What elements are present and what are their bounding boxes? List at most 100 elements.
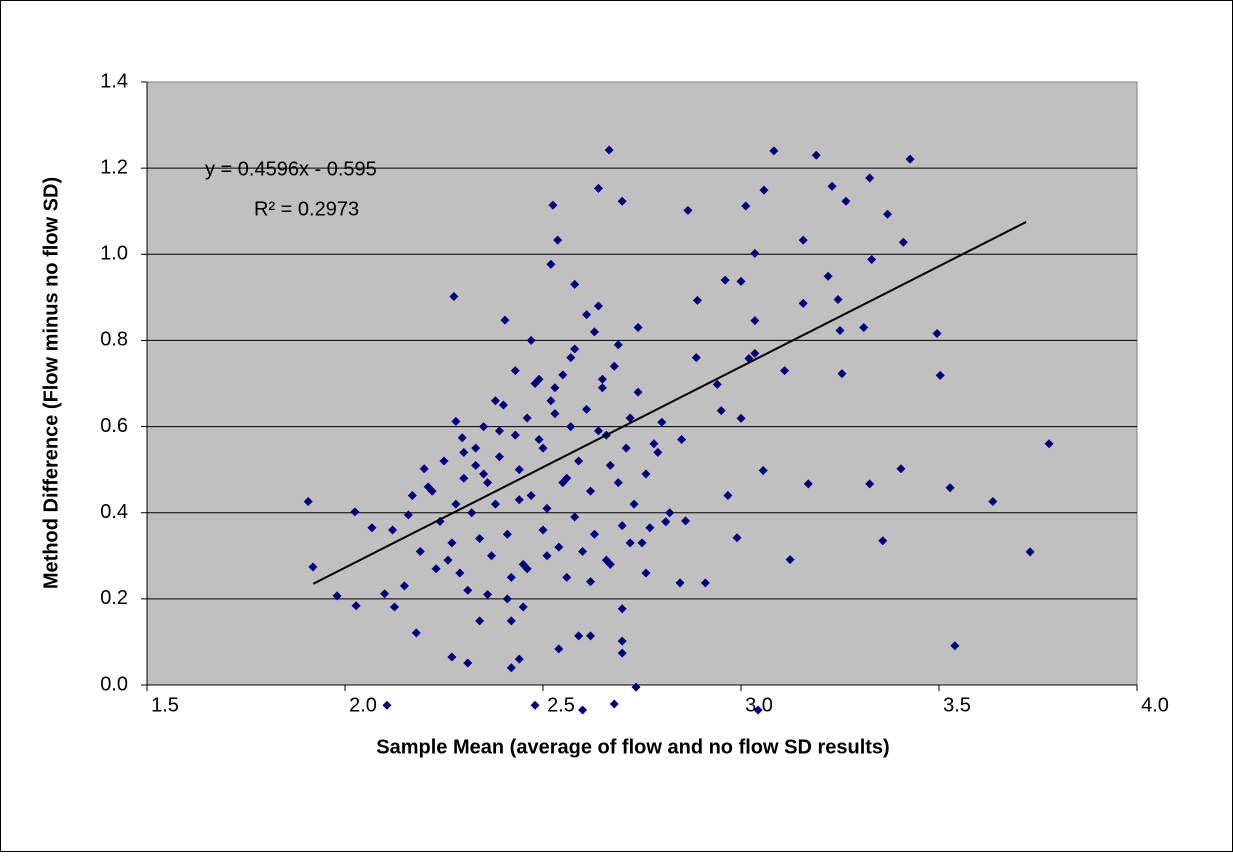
data-point bbox=[350, 507, 360, 517]
data-point bbox=[683, 205, 693, 215]
data-point bbox=[604, 145, 614, 155]
data-point bbox=[617, 648, 627, 658]
data-point bbox=[736, 413, 746, 423]
data-point bbox=[419, 464, 429, 474]
data-point bbox=[769, 146, 779, 156]
x-tick-label: 3.0 bbox=[745, 694, 773, 716]
data-point bbox=[558, 478, 568, 488]
data-point bbox=[502, 594, 512, 604]
data-point bbox=[841, 196, 851, 206]
data-point bbox=[617, 604, 627, 614]
plot-area bbox=[146, 81, 1138, 686]
data-point bbox=[570, 512, 580, 522]
data-point bbox=[498, 400, 508, 410]
data-point bbox=[661, 517, 671, 527]
data-point bbox=[633, 323, 643, 333]
data-point bbox=[827, 181, 837, 191]
x-tick-label: 2.0 bbox=[349, 694, 377, 716]
data-point bbox=[641, 469, 651, 479]
data-point bbox=[558, 370, 568, 380]
y-axis-title: Method Difference (Flow minus no flow SD… bbox=[40, 177, 62, 589]
data-point bbox=[522, 413, 532, 423]
data-point bbox=[506, 572, 516, 582]
data-point bbox=[388, 525, 398, 535]
data-point bbox=[303, 497, 313, 507]
data-point bbox=[526, 490, 536, 500]
r-squared-annotation: R² = 0.2973 bbox=[254, 198, 359, 220]
data-point bbox=[367, 523, 377, 533]
data-point bbox=[399, 581, 409, 591]
x-tick-label: 1.5 bbox=[151, 694, 179, 716]
data-point bbox=[736, 276, 746, 286]
data-point bbox=[700, 578, 710, 588]
data-point bbox=[566, 422, 576, 432]
data-point bbox=[675, 578, 685, 588]
data-point bbox=[506, 663, 516, 673]
data-point bbox=[586, 577, 596, 587]
data-point bbox=[411, 628, 421, 638]
data-point bbox=[502, 529, 512, 539]
data-point bbox=[597, 383, 607, 393]
data-point bbox=[950, 641, 960, 651]
data-point bbox=[431, 564, 441, 574]
data-point bbox=[867, 254, 877, 264]
data-point bbox=[677, 434, 687, 444]
data-point bbox=[582, 310, 592, 320]
data-point bbox=[945, 483, 955, 493]
data-point bbox=[566, 353, 576, 363]
data-point bbox=[750, 248, 760, 258]
data-point bbox=[562, 572, 572, 582]
data-point bbox=[798, 235, 808, 245]
data-point bbox=[750, 316, 760, 326]
data-point bbox=[308, 562, 318, 572]
data-point bbox=[380, 589, 390, 599]
data-point bbox=[1025, 547, 1035, 557]
data-point bbox=[780, 366, 790, 376]
data-point bbox=[811, 150, 821, 160]
data-point bbox=[382, 700, 392, 710]
data-point bbox=[935, 370, 945, 380]
data-point bbox=[479, 469, 489, 479]
data-point bbox=[570, 344, 580, 354]
data-point bbox=[723, 490, 733, 500]
data-point bbox=[605, 460, 615, 470]
data-point bbox=[712, 379, 722, 389]
data-point bbox=[447, 538, 457, 548]
data-point bbox=[475, 534, 485, 544]
data-point bbox=[550, 383, 560, 393]
data-point bbox=[538, 443, 548, 453]
data-point bbox=[878, 536, 888, 546]
data-point bbox=[534, 434, 544, 444]
data-point bbox=[732, 533, 742, 543]
data-point bbox=[896, 464, 906, 474]
data-point bbox=[582, 404, 592, 414]
data-point bbox=[554, 644, 564, 654]
data-point bbox=[578, 705, 588, 715]
data-point bbox=[439, 456, 449, 466]
data-point bbox=[621, 443, 631, 453]
data-point bbox=[463, 585, 473, 595]
data-point bbox=[570, 279, 580, 289]
data-point bbox=[645, 523, 655, 533]
data-point bbox=[526, 335, 536, 345]
data-point bbox=[898, 237, 908, 247]
data-point bbox=[629, 499, 639, 509]
x-axis-title: Sample Mean (average of flow and no flow… bbox=[376, 736, 889, 758]
data-point bbox=[617, 636, 627, 646]
data-point bbox=[534, 374, 544, 384]
data-point bbox=[390, 602, 399, 612]
data-point bbox=[490, 396, 500, 406]
x-tick-label: 4.0 bbox=[1141, 694, 1169, 716]
data-point bbox=[475, 616, 485, 626]
trendline bbox=[312, 221, 1027, 585]
data-point bbox=[932, 329, 942, 339]
data-point bbox=[471, 443, 481, 453]
data-point bbox=[586, 486, 596, 496]
data-point bbox=[449, 291, 459, 301]
data-point bbox=[467, 508, 477, 518]
data-point bbox=[597, 374, 607, 384]
data-point bbox=[609, 361, 619, 371]
data-point bbox=[631, 682, 641, 692]
y-tick-label: 1.0 bbox=[100, 243, 128, 265]
